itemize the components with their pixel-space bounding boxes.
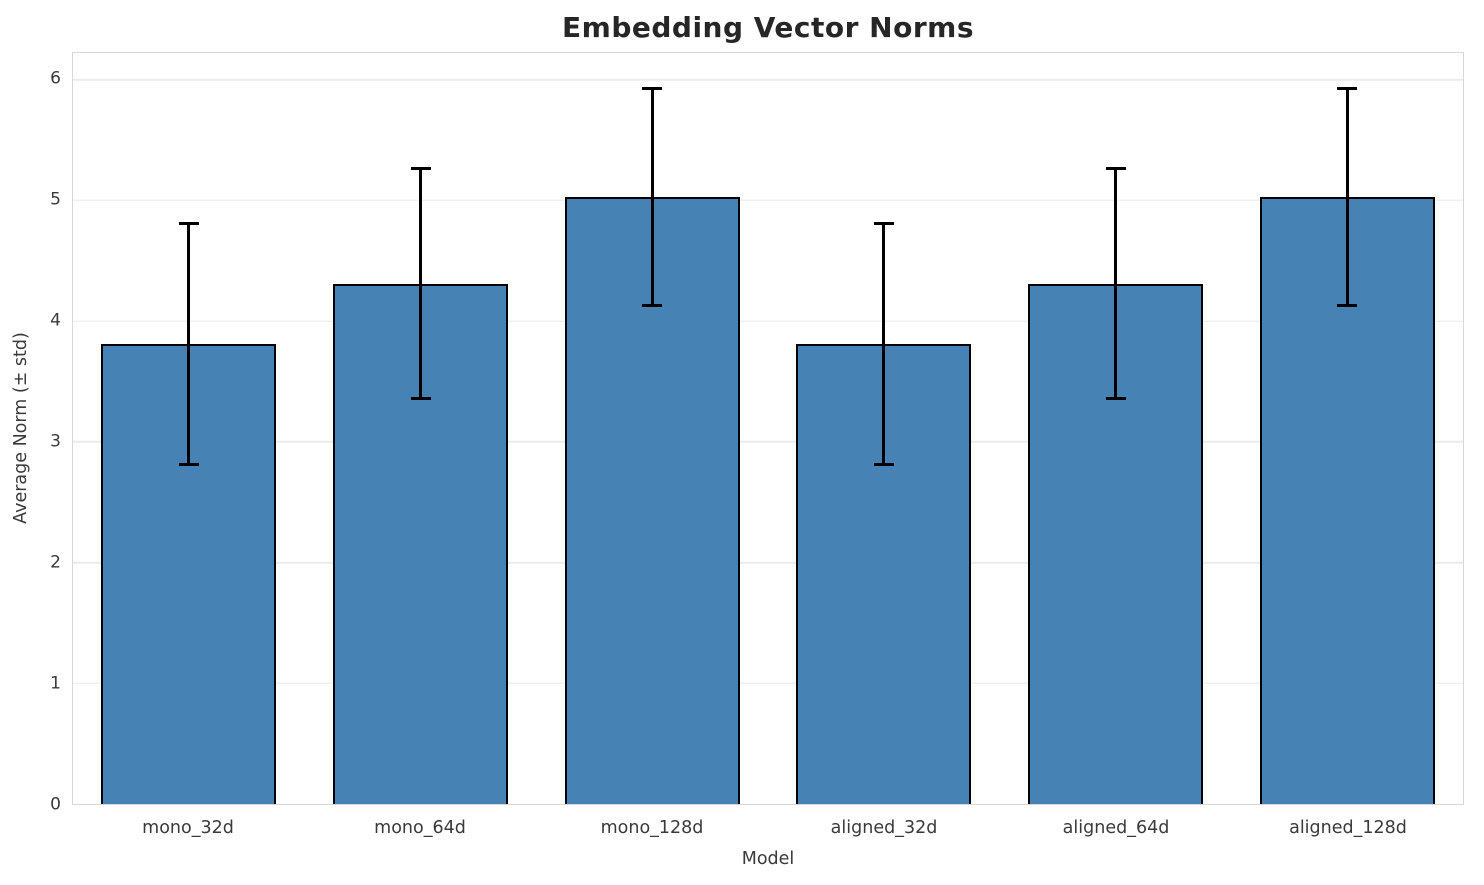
- y-tick-labels: 0 1 2 3 4 5 6: [0, 52, 61, 813]
- x-tick-label-mono_128d: mono_128d: [600, 818, 704, 838]
- error-cap-top-mono_64d: [410, 167, 431, 171]
- y-axis-label: Average Norm (± std): [11, 332, 31, 524]
- x-tick-labels: mono_32d mono_64d mono_128d aligned_32d alig…: [72, 818, 1464, 838]
- x-tick-label-mono_64d: mono_64d: [374, 818, 466, 838]
- x-axis-label: Model: [741, 849, 795, 869]
- error-bar-aligned_64d: [1114, 168, 1117, 399]
- x-tick-label-aligned_128d: aligned_128d: [1289, 818, 1407, 838]
- error-cap-bottom-mono_32d: [178, 463, 199, 467]
- chart-title: Embedding Vector Norms: [562, 11, 974, 44]
- error-cap-top-aligned_32d: [873, 221, 894, 225]
- x-tick-label-mono_32d: mono_32d: [142, 818, 234, 838]
- error-cap-top-aligned_64d: [1105, 167, 1126, 171]
- x-tick-label-aligned_32d: aligned_32d: [830, 818, 938, 838]
- error-cap-bottom-aligned_64d: [1105, 396, 1126, 400]
- y-tick-label-4: 4: [50, 310, 61, 331]
- gridline-y-1: [73, 682, 1463, 685]
- y-tick-label-6: 6: [50, 68, 61, 89]
- error-cap-top-mono_128d: [642, 86, 663, 90]
- plot-area: [72, 52, 1464, 805]
- gridline-y-5: [73, 199, 1463, 202]
- error-cap-bottom-mono_128d: [642, 303, 663, 307]
- error-bar-aligned_128d: [1345, 88, 1349, 306]
- gridline-y-4: [73, 320, 1463, 322]
- error-bar-mono_128d: [650, 88, 654, 306]
- error-bar-mono_64d: [419, 168, 422, 399]
- gridline-y-6: [73, 78, 1463, 81]
- y-tick-label-5: 5: [50, 189, 61, 210]
- y-tick-label-3: 3: [50, 431, 61, 452]
- x-tick-label-aligned_64d: aligned_64d: [1062, 818, 1170, 838]
- y-tick-label-0: 0: [50, 794, 61, 815]
- y-tick-label-1: 1: [50, 673, 61, 694]
- error-cap-top-mono_32d: [178, 221, 199, 225]
- y-tick-label-2: 2: [50, 552, 61, 573]
- gridline-y-3: [73, 441, 1463, 443]
- error-bar-mono_32d: [187, 223, 191, 465]
- error-cap-bottom-mono_64d: [410, 396, 431, 400]
- error-cap-top-aligned_128d: [1337, 86, 1358, 90]
- gridline-y-2: [73, 561, 1463, 564]
- error-cap-bottom-aligned_32d: [873, 463, 894, 467]
- error-cap-bottom-aligned_128d: [1337, 303, 1358, 307]
- error-bar-aligned_32d: [882, 223, 886, 465]
